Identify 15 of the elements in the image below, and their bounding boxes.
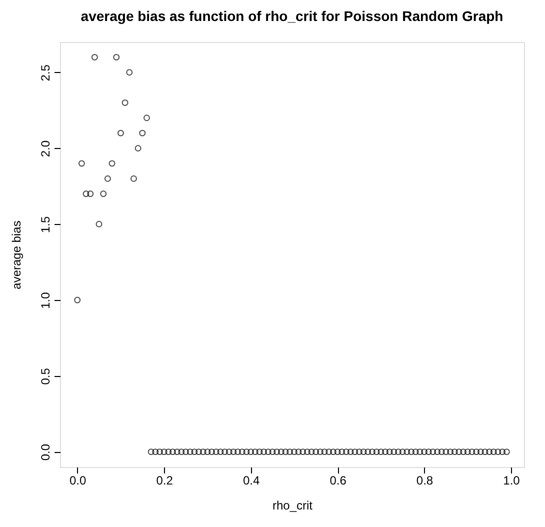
x-tick-label: 0.0	[70, 474, 87, 488]
y-tick-label: 1.0	[38, 292, 52, 309]
y-tick-label: 2.5	[38, 64, 52, 82]
y-tick-label: 0.5	[38, 368, 52, 385]
x-axis-title: rho_crit	[272, 498, 314, 512]
y-tick-label: 2.0	[38, 140, 52, 158]
x-tick-label: 0.2	[156, 474, 174, 488]
x-tick-label: 1.0	[503, 474, 520, 488]
y-tick-label: 0.0	[38, 444, 52, 461]
chart-title: average bias as function of rho_crit for Poisson Random Graph	[80, 8, 504, 24]
x-tick-label: 0.6	[330, 474, 347, 488]
y-axis-title: average bias	[10, 220, 24, 290]
x-tick-label: 0.4	[242, 474, 260, 488]
x-tick-label: 0.8	[416, 474, 434, 488]
y-tick-label: 1.5	[38, 216, 52, 233]
